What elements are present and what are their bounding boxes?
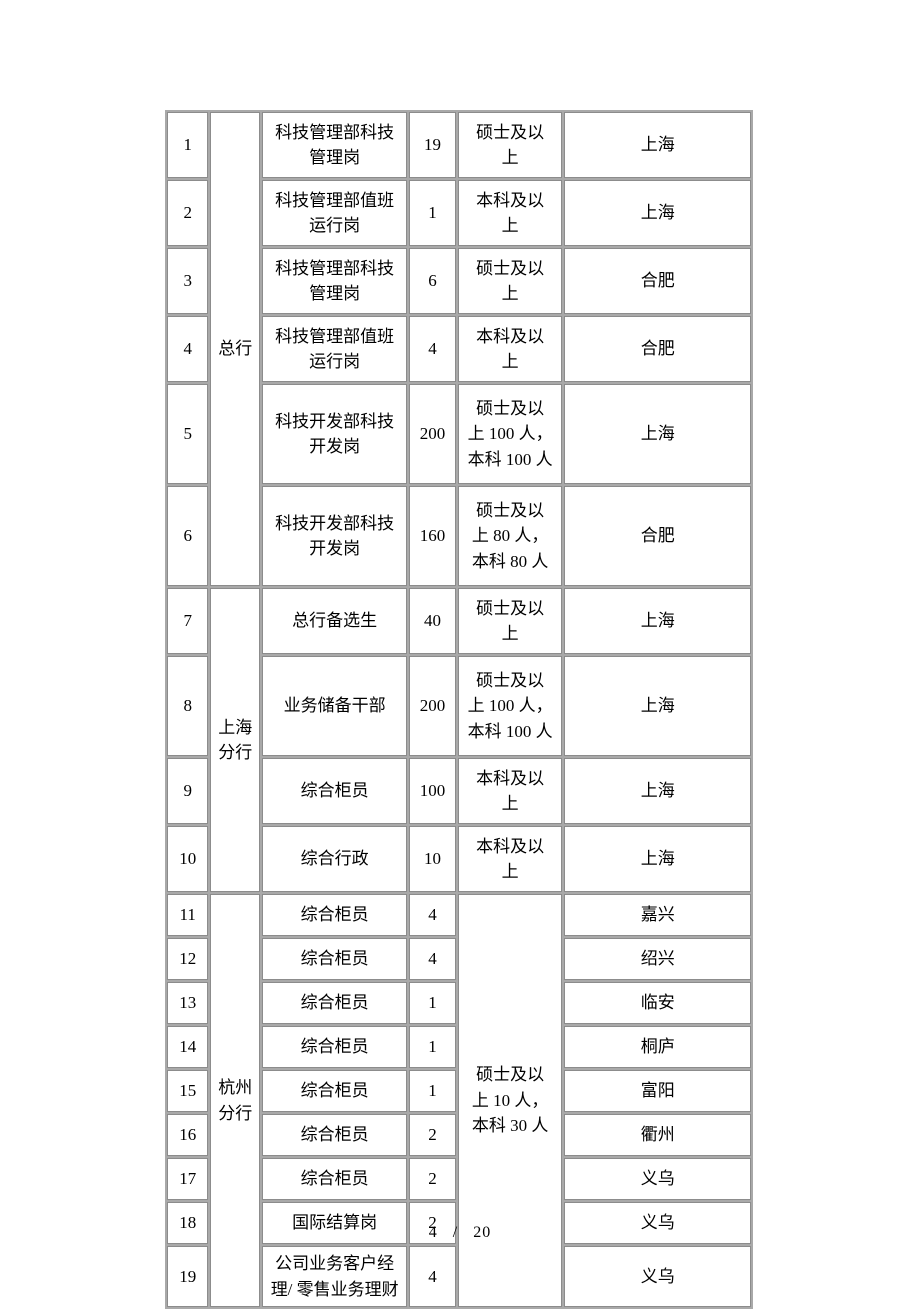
cell-location: 上海 bbox=[564, 112, 751, 178]
page-separator bbox=[443, 1224, 448, 1241]
cell-position: 科技管理部科技管理岗 bbox=[262, 248, 407, 314]
cell-position: 科技开发部科技开发岗 bbox=[262, 486, 407, 586]
cell-count: 1 bbox=[409, 1070, 456, 1112]
cell-requirement: 硕士及以上 100 人，本科 100 人 bbox=[458, 384, 563, 484]
cell-location: 上海 bbox=[564, 588, 751, 654]
cell-count: 2 bbox=[409, 1114, 456, 1156]
cell-requirement: 硕士及以上 bbox=[458, 248, 563, 314]
cell-count: 2 bbox=[409, 1158, 456, 1200]
cell-position: 综合柜员 bbox=[262, 758, 407, 824]
cell-position: 业务储备干部 bbox=[262, 656, 407, 756]
cell-index: 10 bbox=[167, 826, 208, 892]
cell-location: 上海 bbox=[564, 384, 751, 484]
cell-index: 8 bbox=[167, 656, 208, 756]
cell-requirement: 本科及以上 bbox=[458, 758, 563, 824]
cell-dept: 上海分行 bbox=[210, 588, 260, 892]
cell-location: 衢州 bbox=[564, 1114, 751, 1156]
cell-location: 绍兴 bbox=[564, 938, 751, 980]
cell-count: 1 bbox=[409, 180, 456, 246]
cell-index: 6 bbox=[167, 486, 208, 586]
cell-location: 合肥 bbox=[564, 248, 751, 314]
cell-count: 100 bbox=[409, 758, 456, 824]
cell-position: 总行备选生 bbox=[262, 588, 407, 654]
cell-location: 上海 bbox=[564, 826, 751, 892]
cell-location: 嘉兴 bbox=[564, 894, 751, 936]
cell-position: 综合柜员 bbox=[262, 1158, 407, 1200]
cell-position: 综合柜员 bbox=[262, 982, 407, 1024]
cell-position: 综合柜员 bbox=[262, 1026, 407, 1068]
cell-location: 合肥 bbox=[564, 316, 751, 382]
cell-location: 上海 bbox=[564, 656, 751, 756]
page-sep-char: / bbox=[453, 1224, 458, 1241]
cell-count: 4 bbox=[409, 894, 456, 936]
recruitment-table: 1总行科技管理部科技管理岗19硕士及以上上海2科技管理部值班运行岗1本科及以上上… bbox=[165, 110, 753, 1309]
table-body: 1总行科技管理部科技管理岗19硕士及以上上海2科技管理部值班运行岗1本科及以上上… bbox=[167, 112, 751, 1307]
cell-position: 科技管理部值班运行岗 bbox=[262, 180, 407, 246]
cell-count: 6 bbox=[409, 248, 456, 314]
cell-index: 14 bbox=[167, 1026, 208, 1068]
page-footer: 4 / 20 bbox=[0, 1224, 920, 1242]
cell-position: 科技管理部值班运行岗 bbox=[262, 316, 407, 382]
cell-index: 16 bbox=[167, 1114, 208, 1156]
cell-requirement: 本科及以上 bbox=[458, 180, 563, 246]
cell-dept: 总行 bbox=[210, 112, 260, 586]
cell-location: 义乌 bbox=[564, 1158, 751, 1200]
page-content: 1总行科技管理部科技管理岗19硕士及以上上海2科技管理部值班运行岗1本科及以上上… bbox=[165, 110, 753, 1309]
cell-index: 9 bbox=[167, 758, 208, 824]
cell-position: 综合柜员 bbox=[262, 894, 407, 936]
cell-location: 富阳 bbox=[564, 1070, 751, 1112]
cell-location: 上海 bbox=[564, 758, 751, 824]
cell-count: 200 bbox=[409, 384, 456, 484]
cell-count: 4 bbox=[409, 1246, 456, 1307]
page-current: 4 bbox=[429, 1224, 438, 1241]
cell-requirement: 硕士及以上 10 人，本科 30 人 bbox=[458, 894, 563, 1307]
cell-index: 3 bbox=[167, 248, 208, 314]
table-row: 11杭州分行综合柜员4硕士及以上 10 人，本科 30 人嘉兴 bbox=[167, 894, 751, 936]
cell-count: 1 bbox=[409, 1026, 456, 1068]
cell-position: 综合行政 bbox=[262, 826, 407, 892]
cell-index: 17 bbox=[167, 1158, 208, 1200]
cell-count: 10 bbox=[409, 826, 456, 892]
cell-dept: 杭州分行 bbox=[210, 894, 260, 1307]
cell-count: 4 bbox=[409, 938, 456, 980]
cell-position: 综合柜员 bbox=[262, 1114, 407, 1156]
cell-location: 义乌 bbox=[564, 1246, 751, 1307]
cell-index: 11 bbox=[167, 894, 208, 936]
cell-index: 12 bbox=[167, 938, 208, 980]
cell-position: 公司业务客户经理/ 零售业务理财 bbox=[262, 1246, 407, 1307]
cell-location: 桐庐 bbox=[564, 1026, 751, 1068]
cell-requirement: 本科及以上 bbox=[458, 316, 563, 382]
cell-index: 13 bbox=[167, 982, 208, 1024]
table-row: 7上海分行总行备选生40硕士及以上上海 bbox=[167, 588, 751, 654]
cell-count: 160 bbox=[409, 486, 456, 586]
cell-index: 4 bbox=[167, 316, 208, 382]
cell-position: 科技开发部科技开发岗 bbox=[262, 384, 407, 484]
cell-index: 15 bbox=[167, 1070, 208, 1112]
cell-index: 1 bbox=[167, 112, 208, 178]
cell-count: 1 bbox=[409, 982, 456, 1024]
cell-count: 19 bbox=[409, 112, 456, 178]
cell-requirement: 硕士及以上 80 人，本科 80 人 bbox=[458, 486, 563, 586]
cell-location: 上海 bbox=[564, 180, 751, 246]
cell-requirement: 本科及以上 bbox=[458, 826, 563, 892]
cell-count: 4 bbox=[409, 316, 456, 382]
cell-position: 科技管理部科技管理岗 bbox=[262, 112, 407, 178]
cell-index: 7 bbox=[167, 588, 208, 654]
page-total: 20 bbox=[473, 1224, 491, 1241]
cell-index: 2 bbox=[167, 180, 208, 246]
cell-count: 40 bbox=[409, 588, 456, 654]
cell-index: 5 bbox=[167, 384, 208, 484]
cell-count: 200 bbox=[409, 656, 456, 756]
cell-requirement: 硕士及以上 bbox=[458, 112, 563, 178]
cell-requirement: 硕士及以上 bbox=[458, 588, 563, 654]
cell-position: 综合柜员 bbox=[262, 938, 407, 980]
cell-location: 临安 bbox=[564, 982, 751, 1024]
table-row: 1总行科技管理部科技管理岗19硕士及以上上海 bbox=[167, 112, 751, 178]
cell-location: 合肥 bbox=[564, 486, 751, 586]
cell-position: 综合柜员 bbox=[262, 1070, 407, 1112]
cell-requirement: 硕士及以上 100 人，本科 100 人 bbox=[458, 656, 563, 756]
page-separator2 bbox=[463, 1224, 468, 1241]
cell-index: 19 bbox=[167, 1246, 208, 1307]
